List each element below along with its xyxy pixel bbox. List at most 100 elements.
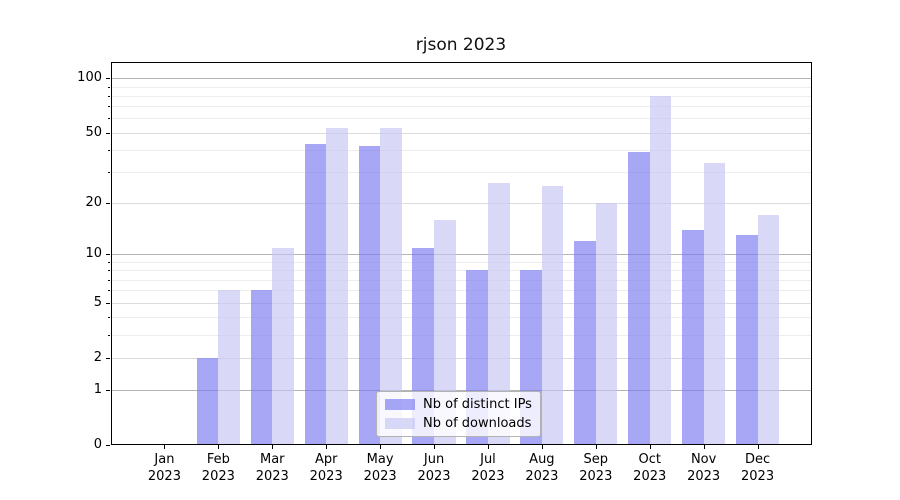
bar-downloads	[272, 247, 294, 445]
x-tick-mark	[487, 445, 489, 449]
y-tick-label: 20	[85, 195, 102, 211]
legend-item-downloads: Nb of downloads	[385, 415, 532, 432]
x-tick-mark	[434, 445, 436, 449]
y-minor-tick-mark	[108, 106, 110, 108]
y-tick-mark	[106, 357, 110, 359]
y-minor-tick-mark	[108, 262, 110, 264]
y-minor-tick-mark	[108, 317, 110, 319]
bar-downloads	[541, 186, 564, 445]
y-tick-mark	[106, 203, 110, 205]
bar-downloads	[326, 128, 348, 445]
y-minor-tick-mark	[108, 279, 110, 281]
bar-distinct-ips	[628, 151, 650, 445]
x-tick-mark	[703, 445, 705, 449]
x-tick-mark	[380, 445, 382, 449]
gridline-minor	[110, 334, 812, 336]
bar-distinct-ips	[574, 241, 596, 445]
y-tick-label: 100	[77, 70, 102, 86]
y-minor-tick-mark	[108, 172, 110, 174]
bar-downloads	[595, 203, 618, 445]
bar-downloads	[434, 219, 456, 445]
legend-swatch-distinct-ips	[385, 399, 415, 410]
gridline-major	[110, 132, 812, 134]
bar-distinct-ips	[304, 144, 327, 445]
x-tick-mark	[164, 445, 166, 449]
gridline-minor	[110, 86, 812, 88]
gridline-major	[110, 203, 812, 205]
x-tick-label: Jan 2023	[147, 452, 181, 484]
chart-title: rjson 2023	[415, 35, 507, 55]
legend: Nb of distinct IPs Nb of downloads	[376, 391, 541, 437]
x-tick-mark	[326, 445, 328, 449]
gridline-minor	[110, 270, 812, 272]
x-tick-mark	[649, 445, 651, 449]
y-tick-label: 50	[85, 124, 102, 140]
gridline-minor	[110, 172, 812, 174]
x-tick-label: Jun 2023	[417, 452, 451, 484]
bar-distinct-ips	[250, 290, 273, 445]
y-tick-mark	[106, 302, 110, 304]
gridline-minor	[110, 290, 812, 292]
y-tick-label: 1	[93, 381, 102, 397]
gridline-strong	[110, 78, 812, 80]
gridline-minor	[110, 95, 812, 97]
gridline-minor	[110, 279, 812, 281]
x-tick-label: Nov 2023	[687, 452, 721, 484]
gridline-minor	[110, 118, 812, 120]
bar-distinct-ips	[682, 229, 704, 445]
x-tick-label: Feb 2023	[201, 452, 235, 484]
x-tick-label: Oct 2023	[633, 452, 667, 484]
y-tick-label: 10	[85, 246, 102, 262]
bar-downloads	[487, 183, 510, 445]
bar-downloads	[649, 95, 672, 445]
y-tick-label: 2	[93, 349, 102, 365]
x-tick-label: Dec 2023	[741, 452, 775, 484]
x-tick-mark	[272, 445, 274, 449]
x-tick-label: Mar 2023	[255, 452, 289, 484]
y-tick-mark	[106, 78, 110, 80]
x-tick-label: Sep 2023	[579, 452, 613, 484]
x-tick-mark	[541, 445, 543, 449]
y-minor-tick-mark	[108, 270, 110, 272]
y-minor-tick-mark	[108, 118, 110, 120]
bar-downloads	[218, 290, 240, 445]
x-tick-label: Aug 2023	[525, 452, 559, 484]
bar-distinct-ips	[358, 146, 381, 445]
legend-item-distinct-ips: Nb of distinct IPs	[385, 396, 532, 413]
y-tick-mark	[106, 132, 110, 134]
x-tick-mark	[218, 445, 220, 449]
y-tick-label: 5	[93, 294, 102, 310]
gridline-minor	[110, 317, 812, 319]
gridline-major	[110, 302, 812, 304]
gridline-minor	[110, 149, 812, 151]
bar-downloads	[380, 128, 402, 445]
y-minor-tick-mark	[108, 334, 110, 336]
gridline-major	[110, 357, 812, 359]
y-minor-tick-mark	[108, 290, 110, 292]
bar-downloads	[757, 215, 780, 445]
gridline-minor	[110, 106, 812, 108]
legend-swatch-downloads	[385, 418, 415, 429]
gridline-minor	[110, 262, 812, 264]
x-tick-mark	[757, 445, 759, 449]
y-tick-mark	[106, 389, 110, 391]
x-tick-label: Jul 2023	[471, 452, 505, 484]
y-tick-mark	[106, 445, 110, 446]
y-tick-mark	[106, 254, 110, 256]
y-minor-tick-mark	[108, 95, 110, 97]
plot-area	[110, 62, 812, 445]
bar-distinct-ips	[736, 235, 758, 445]
bar-downloads	[703, 162, 726, 445]
y-minor-tick-mark	[108, 149, 110, 151]
legend-label-distinct-ips: Nb of distinct IPs	[423, 397, 532, 412]
y-minor-tick-mark	[108, 86, 110, 88]
bar-distinct-ips	[196, 357, 219, 445]
legend-label-downloads: Nb of downloads	[423, 416, 532, 431]
x-tick-label: Apr 2023	[309, 452, 343, 484]
gridline-strong	[110, 254, 812, 256]
y-tick-label: 0	[93, 437, 102, 452]
gridline-strong	[110, 389, 812, 391]
x-tick-mark	[595, 445, 597, 449]
x-tick-label: May 2023	[363, 452, 397, 484]
